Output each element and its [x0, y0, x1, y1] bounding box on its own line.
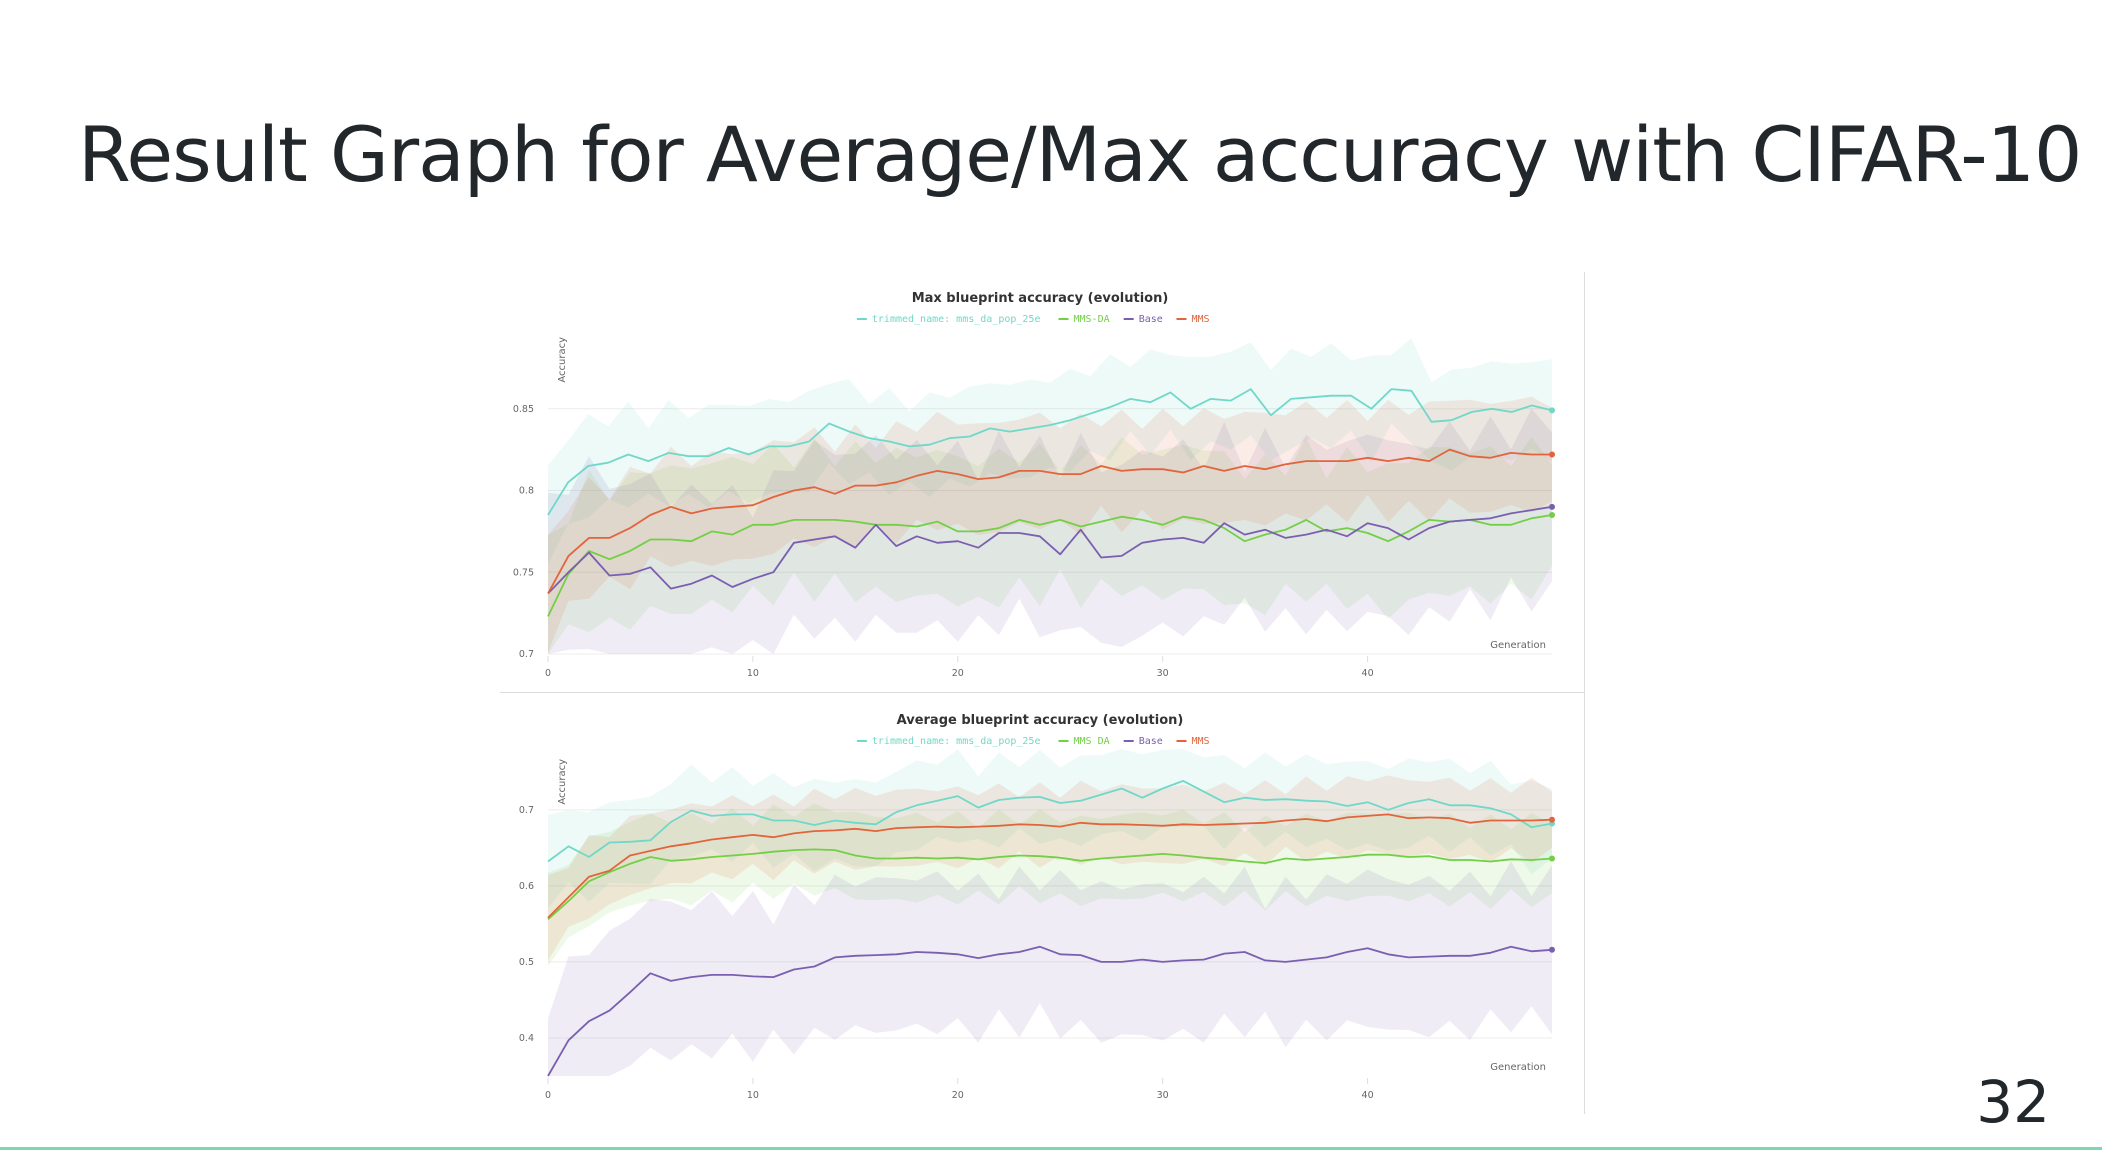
- x-tick-label: 0: [545, 668, 551, 679]
- band-mms-da: [548, 803, 1552, 967]
- x-tick-label: 10: [747, 668, 759, 679]
- y-tick-label: 0.6: [519, 881, 534, 892]
- x-tick-label: 0: [545, 1090, 551, 1101]
- legend-label-trimmed-name-mms-da-pop-25e: trimmed_name: mms_da_pop_25e: [872, 736, 1041, 747]
- series-line-base: [547, 945, 1553, 1077]
- x-tick-label: 20: [952, 668, 964, 679]
- x-axis-label: Generation: [1490, 640, 1546, 651]
- band-mms: [548, 396, 1552, 653]
- legend-label-mms: MMS: [1192, 314, 1210, 325]
- charts-container: Max blueprint accuracy (evolution) trimme…: [500, 272, 1585, 1114]
- y-axis-label: Accuracy: [557, 759, 568, 805]
- x-axis-label: Generation: [1490, 1062, 1546, 1073]
- series-endpoint-trimmed-name-mms-da-pop-25e: [1549, 407, 1555, 414]
- series-line-trimmed-name-mms-da-pop-25e: [547, 388, 1553, 516]
- y-tick-label: 0.85: [513, 404, 534, 415]
- confidence-bands: [548, 749, 1552, 1076]
- panel-divider-horizontal: [500, 692, 1585, 693]
- legend-label-mms-da: MMS DA: [1074, 736, 1110, 747]
- chart-legend: trimmed_name: mms_da_pop_25e MMS DA Base MM…: [856, 736, 1210, 747]
- x-tick-label: 30: [1157, 1090, 1169, 1101]
- page-number: 32: [1976, 1068, 2050, 1136]
- series-endpoint-mms-da: [1549, 512, 1555, 519]
- max-accuracy-chart-panel: Max blueprint accuracy (evolution) trimme…: [500, 272, 1585, 692]
- series-line-mms: [547, 813, 1553, 919]
- bottom-accent-bar: [0, 1147, 2102, 1150]
- band-base: [548, 408, 1552, 654]
- confidence-bands: [548, 338, 1552, 654]
- band-trimmed-name-mms-da-pop-25e: [548, 749, 1552, 909]
- series-line-mms-da: [547, 848, 1553, 920]
- series-endpoint-mms: [1549, 816, 1555, 823]
- band-base: [548, 861, 1552, 1076]
- legend-label-base: Base: [1139, 736, 1163, 747]
- max-accuracy-chart: Max blueprint accuracy (evolution) trimme…: [513, 291, 1555, 679]
- chart-title: Max blueprint accuracy (evolution): [912, 291, 1169, 306]
- x-tick-label: 40: [1362, 1090, 1374, 1101]
- x-tick-label: 40: [1362, 668, 1374, 679]
- legend-label-base: Base: [1139, 314, 1163, 325]
- avg-accuracy-chart-panel: Average blueprint accuracy (evolution) tr…: [500, 694, 1585, 1114]
- series-line-mms: [547, 448, 1552, 594]
- slide-title: Result Graph for Average/Max accuracy wi…: [78, 110, 2082, 199]
- y-tick-label: 0.5: [519, 957, 534, 968]
- chart-title: Average blueprint accuracy (evolution): [897, 713, 1184, 728]
- panel-divider-vertical: [1584, 272, 1585, 1114]
- series-endpoint-base: [1549, 946, 1555, 953]
- series-line-trimmed-name-mms-da-pop-25e: [547, 780, 1553, 863]
- series-endpoint-mms-da: [1549, 855, 1555, 862]
- x-tick-label: 10: [747, 1090, 759, 1101]
- series-endpoint-mms: [1549, 451, 1555, 458]
- x-tick-label: 30: [1157, 668, 1169, 679]
- y-tick-label: 0.75: [513, 567, 534, 578]
- series-line-mms-da: [547, 514, 1553, 617]
- series-endpoint-base: [1549, 503, 1555, 510]
- band-trimmed-name-mms-da-pop-25e: [548, 338, 1552, 565]
- y-tick-label: 0.7: [519, 805, 534, 816]
- y-axis-label: Accuracy: [557, 337, 568, 383]
- avg-accuracy-chart: Average blueprint accuracy (evolution) tr…: [519, 713, 1555, 1101]
- y-tick-label: 0.7: [519, 649, 534, 660]
- chart-legend: trimmed_name: mms_da_pop_25e MMS-DA Base MM…: [856, 314, 1210, 325]
- x-tick-label: 20: [952, 1090, 964, 1101]
- legend-label-mms-da: MMS-DA: [1074, 314, 1110, 325]
- y-tick-label: 0.4: [519, 1033, 534, 1044]
- legend-label-mms: MMS: [1192, 736, 1210, 747]
- series-line-base: [547, 505, 1553, 595]
- legend-label-trimmed-name-mms-da-pop-25e: trimmed_name: mms_da_pop_25e: [872, 314, 1041, 325]
- y-tick-label: 0.8: [519, 486, 534, 497]
